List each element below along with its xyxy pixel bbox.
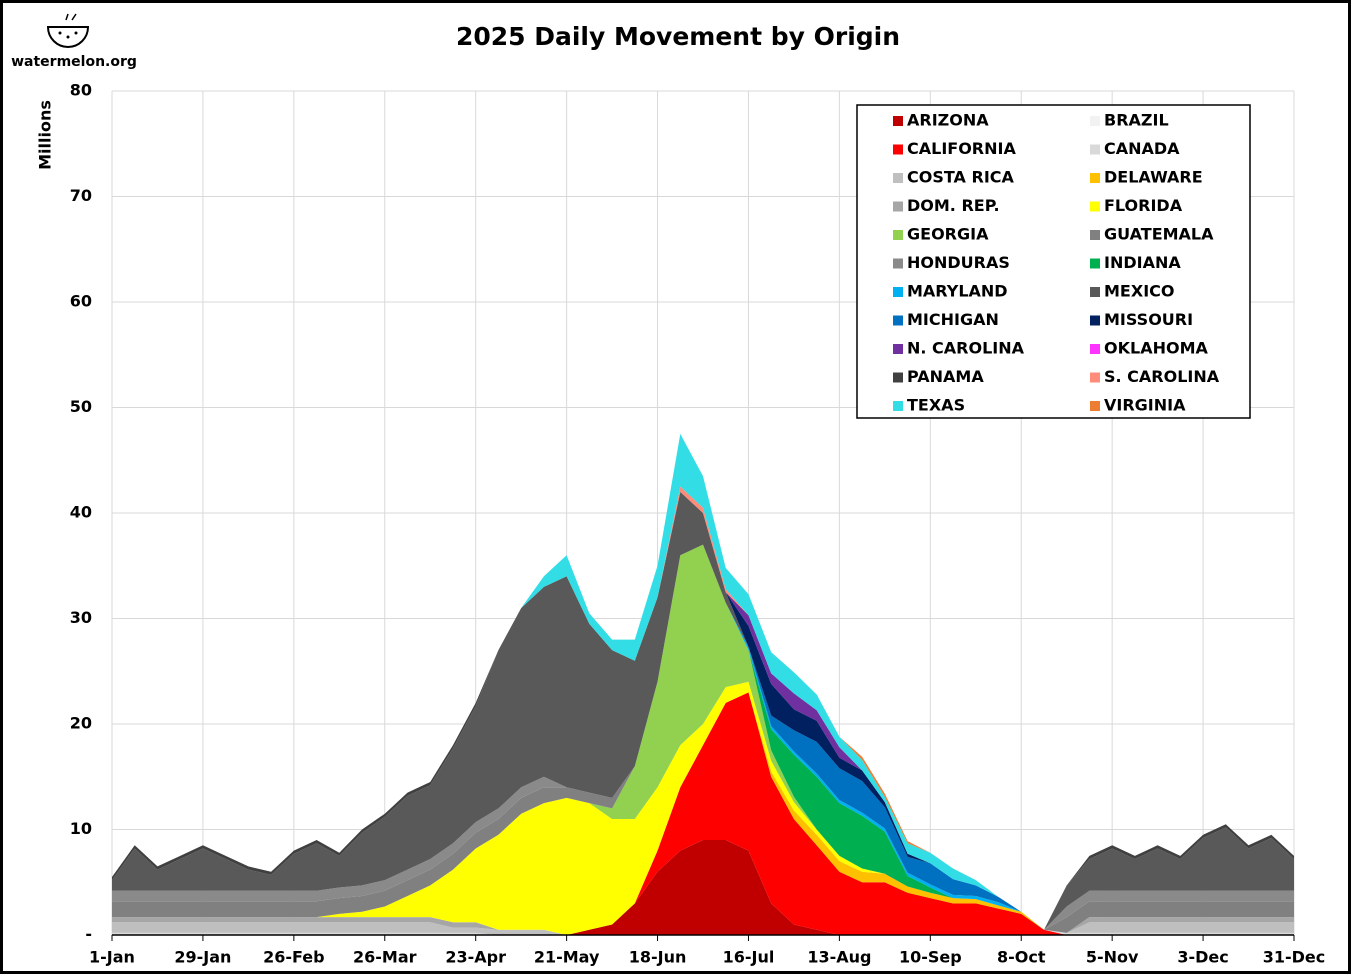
legend-label: GEORGIA: [907, 225, 989, 244]
area: [112, 491, 1294, 930]
legend-swatch: [1090, 230, 1100, 240]
x-tick-label: 31-Dec: [1263, 948, 1326, 967]
legend-swatch: [893, 401, 903, 411]
legend-swatch: [1090, 344, 1100, 354]
y-tick-label: 50: [70, 397, 92, 416]
legend-label: GUATEMALA: [1104, 225, 1214, 244]
legend-swatch: [893, 372, 903, 383]
legend-box: [856, 104, 1251, 419]
y-tick-label: 30: [70, 608, 92, 627]
legend-label: DOM. REP.: [907, 196, 1000, 215]
legend-swatch: [1090, 315, 1100, 326]
y-tick-label: 20: [70, 714, 92, 733]
x-tick-label: 29-Jan: [174, 948, 231, 967]
legend: ARIZONA BRAZIL CALIFORNIA CANADA COSTA RICA D…: [856, 104, 1251, 419]
legend-label: MISSOURI: [1104, 310, 1193, 329]
y-tick-label: -: [85, 925, 92, 944]
legend-label: MARYLAND: [907, 282, 1008, 301]
legend-label: MICHIGAN: [907, 310, 999, 329]
area: [112, 544, 1294, 930]
area: [112, 544, 1294, 933]
axes: - 10 20 30 40 50 60 70 80 1-Jan 29-Jan 26-Feb 26-Mar…: [70, 81, 1326, 967]
legend-swatch: [1090, 287, 1100, 297]
legend-label: DELAWARE: [1104, 168, 1203, 187]
legend-swatch: [1090, 116, 1100, 126]
legend-label: OKLAHOMA: [1104, 339, 1208, 358]
area: [112, 681, 1294, 935]
legend-label: VIRGINIA: [1104, 396, 1186, 415]
legend-swatch: [893, 116, 903, 126]
x-tick-label: 3-Dec: [1177, 948, 1228, 967]
legend-label: ARIZONA: [907, 111, 989, 130]
x-tick-label: 26-Feb: [263, 948, 325, 967]
legend-label: CANADA: [1104, 139, 1180, 158]
logo-icon: [46, 13, 90, 48]
x-tick-label: 10-Sep: [899, 948, 962, 967]
legend-swatch: [893, 144, 903, 155]
legend-swatch: [1090, 401, 1100, 411]
chart-title: 2025 Daily Movement by Origin: [456, 22, 900, 51]
area: [112, 840, 1294, 935]
legend-label: FLORIDA: [1104, 196, 1183, 215]
y-tick-label: 80: [70, 81, 92, 100]
legend-swatch: [893, 230, 903, 240]
x-tick-label: 26-Mar: [353, 948, 417, 967]
legend-swatch: [893, 344, 903, 354]
x-tick-label: 13-Aug: [807, 948, 871, 967]
x-tick-label: 1-Jan: [89, 948, 135, 967]
x-tick-label: 5-Nov: [1086, 948, 1139, 967]
legend-swatch: [893, 201, 903, 212]
legend-swatch: [893, 287, 903, 297]
legend-swatch: [1090, 372, 1100, 383]
legend-label: COSTA RICA: [907, 168, 1015, 187]
legend-label: BRAZIL: [1104, 111, 1169, 130]
legend-label: S. CAROLINA: [1104, 367, 1220, 386]
legend-label: INDIANA: [1104, 253, 1181, 272]
legend-swatch: [893, 173, 903, 183]
legend-swatch: [1090, 258, 1100, 269]
x-tick-label: 8-Oct: [997, 948, 1046, 967]
legend-label: MEXICO: [1104, 282, 1174, 301]
legend-swatch: [893, 258, 903, 269]
y-tick-label: 60: [70, 292, 92, 311]
legend-label: CALIFORNIA: [907, 139, 1016, 158]
x-tick-label: 16-Jul: [723, 948, 775, 967]
area: [112, 692, 1294, 935]
x-tick-label: 21-May: [534, 948, 600, 967]
x-tick-label: 18-Jun: [629, 948, 687, 967]
legend-label: PANAMA: [907, 367, 984, 386]
legend-label: TEXAS: [907, 396, 965, 415]
legend-swatch: [1090, 173, 1100, 183]
logo-text: watermelon.org: [11, 54, 137, 70]
y-axis-label: Millions: [36, 100, 55, 170]
legend-label: HONDURAS: [907, 253, 1010, 272]
y-tick-label: 70: [70, 186, 92, 205]
legend-label: N. CAROLINA: [907, 339, 1025, 358]
legend-swatch: [1090, 201, 1100, 212]
areas: [112, 433, 1294, 935]
y-tick-label: 10: [70, 819, 92, 838]
y-tick-label: 40: [70, 503, 92, 522]
legend-swatch: [1090, 144, 1100, 155]
legend-swatch: [893, 315, 903, 326]
x-tick-label: 23-Apr: [445, 948, 506, 967]
